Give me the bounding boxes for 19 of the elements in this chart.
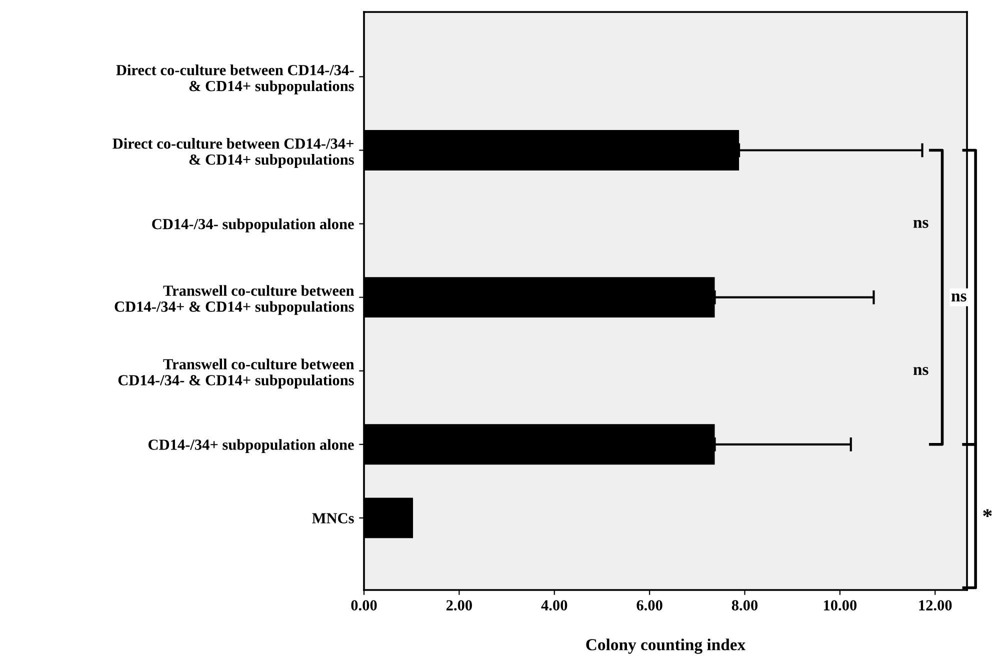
y-tick-label: CD14-/34- subpopulation alone: [152, 218, 354, 232]
x-tick-label: 8.00: [732, 600, 758, 611]
x-tick-label: 4.00: [541, 600, 568, 611]
y-tick-label: Transwell co-culture between CD14-/34+ & CD14+ subpopulations: [114, 285, 354, 315]
y-tick-label: MNCs: [312, 513, 354, 524]
annotation: ns: [913, 367, 928, 376]
annotation: ns: [913, 220, 928, 228]
text: *: [983, 509, 992, 518]
x-tick-label: 6.00: [636, 600, 662, 611]
x-tick-label: 2.00: [446, 600, 472, 611]
x-axis-title: Colony counting index: [586, 638, 746, 654]
annotation: ns: [951, 293, 966, 302]
x-tick-label: 0.00: [351, 600, 377, 611]
x-tick-label: 12.00: [919, 600, 952, 611]
y-tick-label: Direct co-culture between CD14-/34- & CD14+ subpopulations: [116, 64, 354, 94]
y-tick-label: Transwell co-culture between CD14-/34- & CD14+ subpopulations: [118, 358, 354, 388]
y-tick-label: CD14-/34+ subpopulation alone: [148, 439, 354, 453]
x-tick-label: 10.00: [824, 600, 857, 611]
y-tick-label: Direct co-culture between CD14-/34+ & CD14+ subpopulations: [112, 138, 354, 168]
